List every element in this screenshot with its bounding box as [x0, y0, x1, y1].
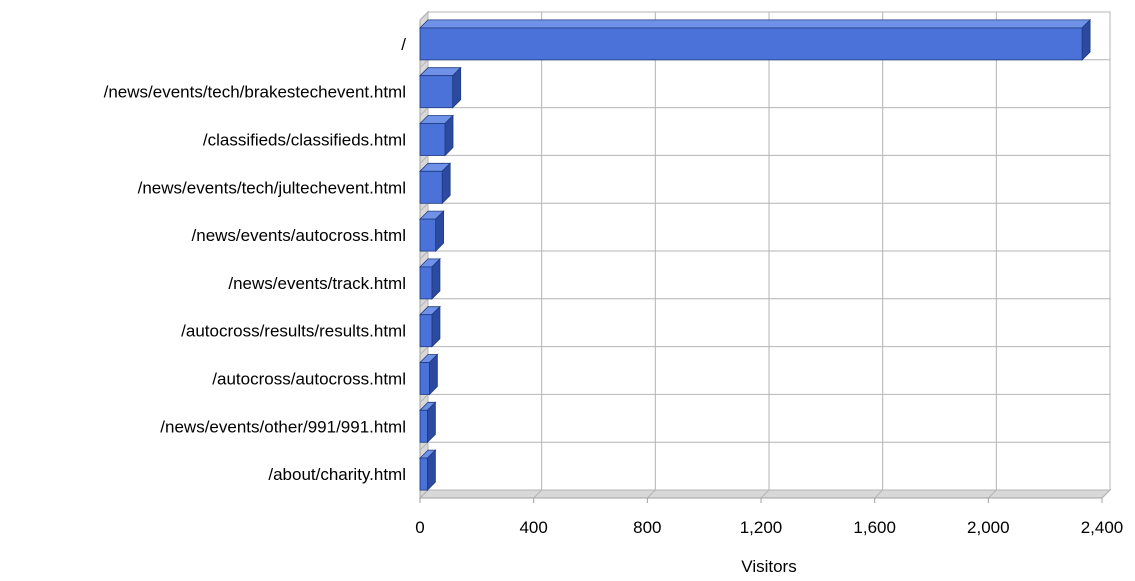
- bar: [419, 162, 452, 205]
- x-tick-label: 800: [633, 518, 661, 537]
- category-label: /autocross/autocross.html: [212, 370, 406, 389]
- wall-gridline: [419, 298, 429, 308]
- wall-gridline: [419, 59, 429, 69]
- bar: [419, 353, 439, 396]
- bar: [419, 18, 1092, 61]
- bar-front-face: [419, 266, 433, 300]
- wall-gridline: [419, 155, 429, 164]
- wall-gridline: [419, 250, 429, 260]
- x-axis-ticks: 0 400 800 1,200 1,600 2,000 2,400: [415, 498, 1123, 537]
- floor-gridline: [760, 489, 770, 499]
- bar: [419, 257, 441, 300]
- bar: [419, 210, 445, 253]
- bar: [419, 305, 441, 348]
- category-label: /about/charity.html: [268, 465, 406, 484]
- x-tick-label: 2,400: [1081, 518, 1124, 537]
- floor-gridline: [987, 489, 997, 499]
- floor-gridline: [533, 489, 543, 499]
- bar-front-face: [419, 409, 428, 443]
- bar-front-face: [419, 218, 437, 252]
- floor-gridline: [1101, 489, 1111, 499]
- x-axis-title: Visitors: [741, 557, 796, 576]
- wall-gridline: [419, 441, 429, 451]
- bar-top-face: [419, 19, 1092, 29]
- category-label: /autocross/results/results.html: [181, 322, 406, 341]
- wall-gridline: [419, 202, 429, 212]
- category-label: /: [401, 35, 406, 54]
- floor-gridline: [874, 489, 884, 499]
- category-label: /news/events/tech/jultechevent.html: [138, 178, 406, 197]
- wall-gridline: [419, 489, 429, 499]
- bar-front-face: [419, 27, 1083, 61]
- bar: [419, 114, 454, 157]
- bar: [419, 401, 437, 444]
- x-tick-label: 1,600: [853, 518, 896, 537]
- wall-gridline: [419, 11, 429, 21]
- chart-walls: [418, 10, 1112, 500]
- x-tick-label: 0: [415, 518, 424, 537]
- bars: [419, 18, 1092, 492]
- bar-front-face: [419, 75, 454, 109]
- wall-gridline: [419, 107, 429, 116]
- category-label: /news/events/track.html: [228, 274, 406, 293]
- bar: [419, 66, 462, 109]
- bar-front-face: [419, 314, 433, 348]
- category-label: /news/events/other/991/991.html: [160, 417, 406, 436]
- bar-front-face: [419, 170, 443, 204]
- x-tick-label: 400: [519, 518, 547, 537]
- bar-front-face: [419, 362, 430, 395]
- bar: [419, 449, 437, 492]
- category-label: /news/events/autocross.html: [192, 226, 406, 245]
- floor-gridline: [646, 489, 656, 499]
- wall-gridline: [419, 346, 429, 355]
- category-labels: / /news/events/tech/brakestechevent.html /…: [104, 35, 407, 484]
- category-label: /news/events/tech/brakestechevent.html: [104, 83, 406, 102]
- category-label: /classifieds/classifieds.html: [203, 131, 406, 150]
- bar-front-face: [419, 123, 446, 156]
- x-tick-label: 2,000: [967, 518, 1010, 537]
- bar-front-face: [419, 457, 428, 491]
- wall-gridline: [419, 394, 429, 403]
- x-tick-label: 1,200: [740, 518, 783, 537]
